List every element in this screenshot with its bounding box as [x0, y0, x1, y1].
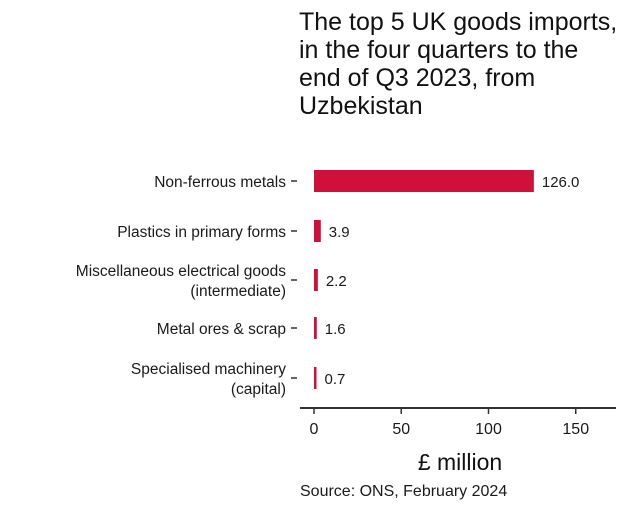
category-label: Non-ferrous metals [154, 174, 286, 191]
category-label: (intermediate) [190, 283, 286, 300]
bar [314, 170, 534, 192]
x-axis: 0 50 100 150 [300, 407, 616, 438]
bar [314, 317, 317, 339]
bar [314, 367, 317, 389]
bar [314, 269, 318, 291]
chart-title: The top 5 UK goods imports, in the four … [299, 8, 618, 120]
data-label: 0.7 [325, 371, 346, 388]
x-axis-label: £ million [418, 449, 502, 475]
data-label: 2.2 [326, 273, 347, 290]
data-label: 1.6 [325, 321, 346, 338]
source-note: Source: ONS, February 2024 [300, 483, 508, 500]
data-label: 3.9 [329, 224, 350, 241]
bar [314, 220, 321, 242]
category-label: Metal ores & scrap [157, 321, 286, 338]
category-label: (capital) [231, 381, 286, 398]
data-label: 126.0 [542, 174, 580, 191]
bars-layer [314, 170, 534, 389]
category-labels: 126.0 Non-ferrous metals 3.9 Plastics in pr… [76, 174, 580, 398]
x-tick-label: 100 [475, 421, 502, 438]
x-tick-label: 0 [310, 421, 319, 438]
category-label: Specialised machinery [131, 361, 286, 378]
category-label: Miscellaneous electrical goods [76, 263, 286, 280]
x-tick-label: 50 [392, 421, 410, 438]
category-label: Plastics in primary forms [117, 224, 286, 241]
x-tick-label: 150 [562, 421, 589, 438]
